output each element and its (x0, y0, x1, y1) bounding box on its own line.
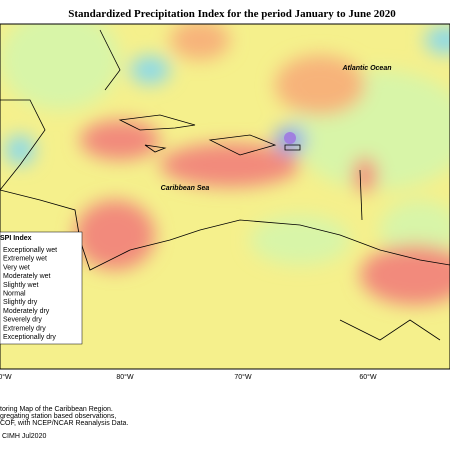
note: toring Map of the Caribbean Region. (0, 406, 113, 413)
axis: 0°W 80°W 70°W 60°W (0, 373, 377, 381)
notes: toring Map of the Caribbean Region.grega… (0, 406, 128, 427)
legend-entry: Very wet (3, 264, 30, 271)
note: gregating station based observations, (0, 413, 116, 420)
legend-entry: Slightly wet (3, 282, 38, 289)
longitude-label: 70°W (234, 373, 252, 381)
legend-entry: Normal (3, 291, 26, 298)
legend-box (0, 231, 83, 345)
legend-entry: Severely dry (3, 317, 42, 324)
map (0, 24, 450, 369)
title: Standardized Precipitation Index for the… (68, 8, 396, 20)
place-label: Atlantic Ocean (341, 65, 391, 72)
longitude-label: 80°W (116, 373, 134, 381)
credit: CIMH Jul2020 (2, 433, 46, 440)
legend-entry: Extremely dry (3, 325, 46, 332)
note: COF, with NCEP/NCAR Reanalysis Data. (0, 420, 128, 427)
legend-title: SPI Index (0, 235, 32, 242)
legend-entry: Moderately dry (3, 308, 50, 315)
longitude-label: 60°W (359, 373, 377, 381)
legend-entry: Exceptionally wet (3, 247, 57, 254)
longitude-label: 0°W (0, 373, 12, 381)
legend-entry: Slightly dry (3, 299, 38, 306)
map-frame (0, 23, 450, 370)
legend-entry: Exceptionally dry (3, 334, 56, 341)
legend-entry: Moderately wet (3, 273, 51, 280)
legend-entry: Extremely wet (3, 256, 47, 263)
place-label: Caribbean Sea (161, 185, 210, 192)
